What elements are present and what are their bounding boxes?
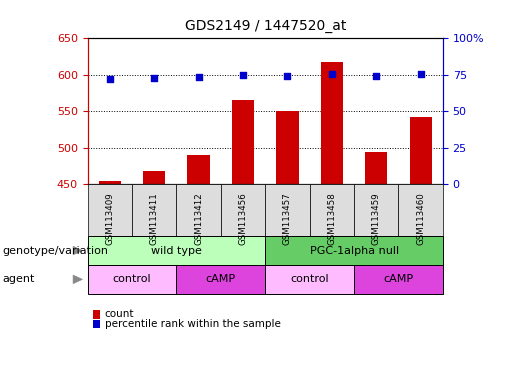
Text: GSM113412: GSM113412	[194, 192, 203, 245]
Bar	[143, 171, 165, 184]
Text: count: count	[105, 310, 134, 319]
Bar	[321, 62, 343, 184]
Text: cAMP: cAMP	[384, 274, 414, 285]
Text: PGC-1alpha null: PGC-1alpha null	[310, 245, 399, 256]
Point	[328, 71, 336, 77]
Text: percentile rank within the sample: percentile rank within the sample	[105, 319, 281, 329]
Text: GSM113457: GSM113457	[283, 192, 292, 245]
Bar	[409, 117, 432, 184]
Text: GSM113456: GSM113456	[238, 192, 248, 245]
Point	[195, 74, 203, 80]
Bar	[277, 111, 299, 184]
Text: GSM113411: GSM113411	[150, 192, 159, 245]
Bar	[365, 152, 387, 184]
Text: cAMP: cAMP	[206, 274, 236, 285]
Point	[150, 75, 158, 81]
Text: genotype/variation: genotype/variation	[3, 245, 109, 256]
Point	[239, 72, 247, 78]
Text: control: control	[113, 274, 151, 285]
Point	[417, 71, 425, 77]
Bar	[187, 155, 210, 184]
Bar	[99, 181, 121, 184]
Bar	[232, 100, 254, 184]
Text: GSM113459: GSM113459	[372, 192, 381, 245]
Point	[106, 76, 114, 82]
Point	[372, 73, 381, 79]
Text: GSM113458: GSM113458	[328, 192, 336, 245]
Text: wild type: wild type	[151, 245, 202, 256]
Text: GSM113460: GSM113460	[416, 192, 425, 245]
Point	[283, 73, 291, 79]
Text: agent: agent	[3, 274, 35, 285]
Title: GDS2149 / 1447520_at: GDS2149 / 1447520_at	[184, 19, 346, 33]
Text: GSM113409: GSM113409	[105, 192, 114, 245]
Text: control: control	[290, 274, 329, 285]
